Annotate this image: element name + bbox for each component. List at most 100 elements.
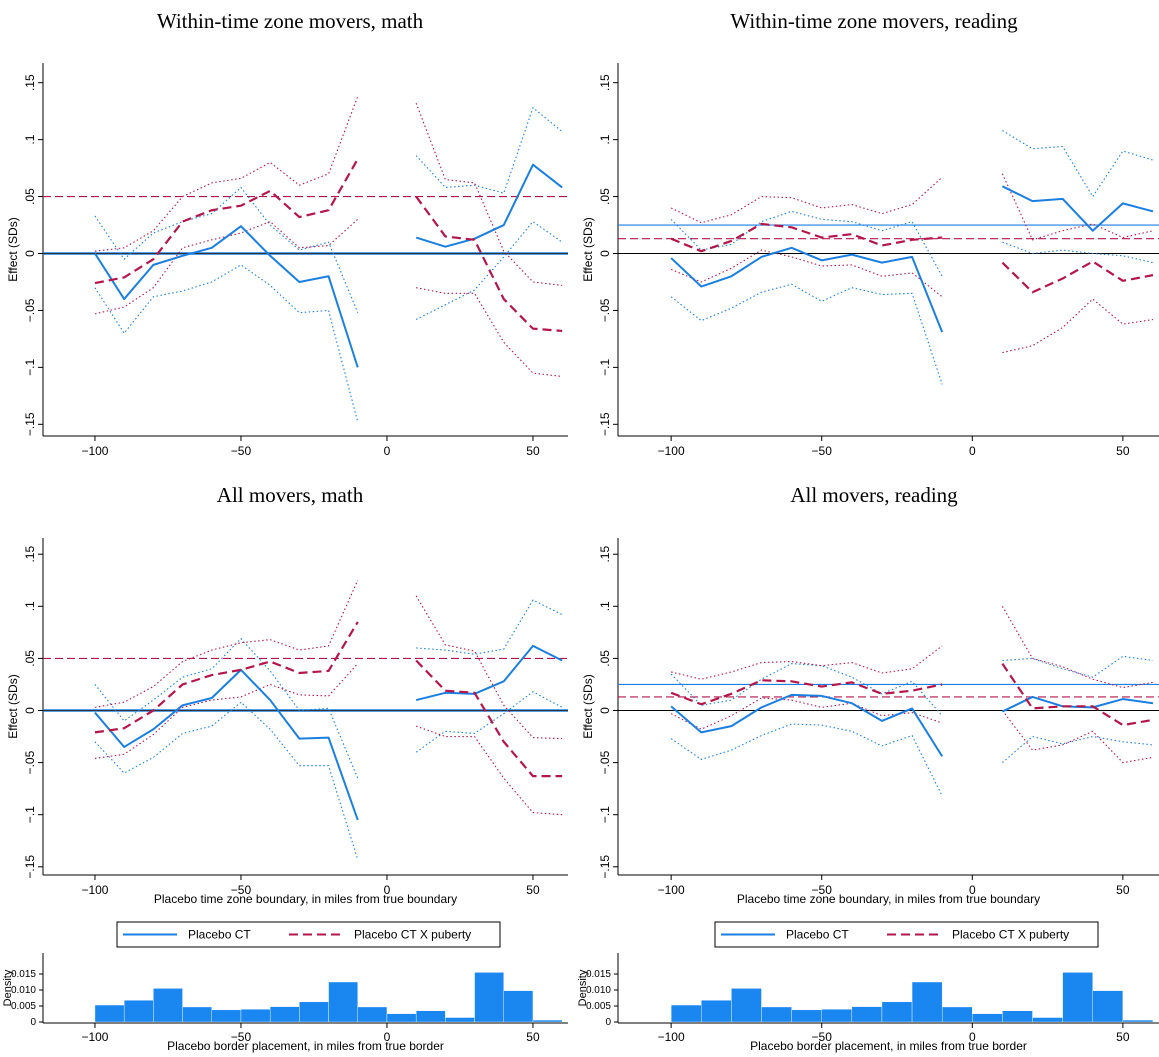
histogram-bar <box>182 1006 212 1023</box>
x-axis-label: Placebo time zone boundary, in miles fro… <box>737 892 1040 906</box>
y-tick-label: −.15 <box>598 412 612 436</box>
series-line-puberty <box>1001 260 1154 294</box>
y-tick-label: 0.015 <box>586 969 611 980</box>
x-tick-label: 50 <box>526 444 540 458</box>
histogram-bar <box>474 972 504 1023</box>
ci-bound-ct <box>670 283 943 385</box>
x-tick-label: −100 <box>658 883 685 897</box>
y-tick-label: −.1 <box>598 806 612 823</box>
series-line-puberty <box>94 158 359 285</box>
x-tick-label: −100 <box>658 1030 685 1044</box>
y-tick-label: 0.005 <box>586 1001 611 1012</box>
ci-bound-ct <box>94 264 359 423</box>
ci-bound-puberty <box>94 580 359 708</box>
x-tick-label: 50 <box>1116 883 1130 897</box>
histogram-bar <box>881 1001 913 1023</box>
series-line-puberty <box>1001 662 1154 727</box>
ci-bound-ct <box>1002 241 1154 264</box>
histogram-bar <box>299 1001 329 1023</box>
x-tick-label: −50 <box>231 883 252 897</box>
histogram-bar <box>791 1009 822 1023</box>
x-tick-label: 0 <box>384 444 391 458</box>
y-tick-label: 0 <box>30 1017 36 1028</box>
y-tick-label: −.15 <box>23 855 37 879</box>
y-tick-label: −.1 <box>23 359 37 376</box>
ci-bound-ct <box>94 701 359 860</box>
x-tick-label: −50 <box>812 444 833 458</box>
histogram-bar <box>386 1013 417 1023</box>
x-tick-label: 50 <box>526 1030 540 1044</box>
ci-bound-puberty <box>670 249 943 298</box>
ci-bound-puberty <box>1002 298 1154 354</box>
histogram-bar <box>701 1000 732 1023</box>
legend-2: Placebo CT Placebo CT X puberty <box>714 921 1099 948</box>
panel-title: Within-time zone movers, reading <box>730 9 1018 33</box>
ci-bound-puberty <box>1001 173 1154 241</box>
series-line-ct <box>94 668 359 821</box>
y-tick-label: 0.015 <box>11 969 36 980</box>
legend-label: Placebo CT X puberty <box>354 928 471 942</box>
legend-1: Placebo CT Placebo CT X puberty <box>116 921 501 948</box>
y-axis-label: Effect (SDs) <box>6 217 20 281</box>
panel-title: Within-time zone movers, math <box>157 9 424 33</box>
histogram-bar <box>670 1004 702 1023</box>
series-line-ct <box>94 225 359 368</box>
histogram-bar <box>240 1009 271 1023</box>
y-tick-label: −.05 <box>598 298 612 322</box>
series-line-ct <box>415 163 563 248</box>
histogram-2: 0 0.005 0.010 0.015 −100 −50 0 50 Density Placebo… <box>577 953 1159 1053</box>
histogram-1: 0 0.005 0.010 0.015 −100 −50 0 50 Density Placebo… <box>2 953 568 1053</box>
ci-bound-puberty <box>94 663 359 759</box>
y-tick-label: .05 <box>23 650 37 667</box>
histogram-bar <box>532 1019 563 1023</box>
y-tick-label: −.05 <box>598 750 612 774</box>
x-tick-label: −100 <box>81 1030 108 1044</box>
ci-bound-ct <box>1002 130 1154 198</box>
ci-bound-ct <box>94 637 359 779</box>
x-tick-label: −50 <box>812 883 833 897</box>
y-tick-label: .05 <box>598 188 612 205</box>
ci-bound-ct <box>415 106 563 194</box>
series-line-puberty <box>670 679 943 706</box>
ci-bound-puberty <box>415 725 563 816</box>
x-tick-label: 50 <box>1116 444 1130 458</box>
histogram-bar <box>761 1006 792 1023</box>
histogram-bar <box>415 1010 446 1023</box>
x-tick-label: −100 <box>81 444 108 458</box>
y-tick-label: −.1 <box>598 359 612 376</box>
y-tick-label: 0.010 <box>586 985 611 996</box>
ci-bound-ct <box>670 210 943 277</box>
histogram-bar <box>445 1017 475 1023</box>
y-tick-label: 0 <box>23 250 37 257</box>
ci-bound-puberty <box>416 287 563 378</box>
histogram-bar <box>153 988 183 1023</box>
panel-4: All movers, reading −.15 −.1 −.05 0 .05 .1 .15 −… <box>581 483 1159 906</box>
x-tick-label: −50 <box>231 1030 252 1044</box>
y-tick-label: .15 <box>598 546 612 563</box>
histogram-bar <box>503 990 534 1023</box>
histogram-bar <box>731 988 762 1023</box>
x-tick-label: −100 <box>658 444 685 458</box>
ci-bound-puberty <box>415 595 563 740</box>
x-tick-label: 0 <box>969 883 976 897</box>
histogram-bar <box>911 981 943 1023</box>
ci-bound-ct <box>416 599 563 655</box>
x-tick-label: −50 <box>231 444 252 458</box>
histogram-bar <box>269 1006 300 1023</box>
x-axis-label: Placebo border placement, in miles from … <box>167 1039 444 1053</box>
ci-bound-ct <box>415 691 563 753</box>
y-tick-label: .1 <box>23 601 37 611</box>
x-axis-label: Placebo time zone boundary, in miles fro… <box>154 892 457 906</box>
y-tick-label: .1 <box>23 134 37 144</box>
y-axis-label: Density <box>2 969 14 1006</box>
ci-bound-puberty <box>1001 606 1154 689</box>
ci-bound-puberty <box>415 102 563 286</box>
y-tick-label: .05 <box>598 650 612 667</box>
series-line-puberty <box>670 222 943 253</box>
x-tick-label: 0 <box>969 444 976 458</box>
ci-bound-ct <box>670 723 943 797</box>
x-tick-label: 50 <box>526 883 540 897</box>
y-axis-label: Effect (SDs) <box>581 674 595 738</box>
y-tick-label: 0.005 <box>11 1001 36 1012</box>
x-axis-label: Placebo border placement, in miles from … <box>750 1039 1027 1053</box>
